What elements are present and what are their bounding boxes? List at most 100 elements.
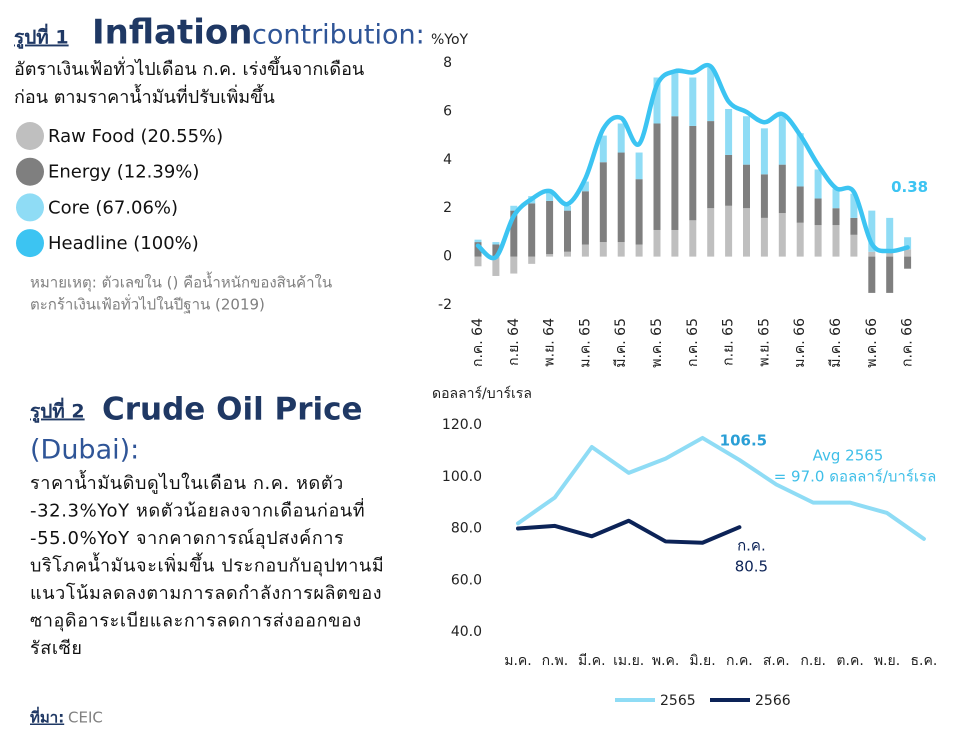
bar-segment [689, 220, 697, 257]
x-tick-label: ก.พ. [542, 653, 569, 669]
x-tick-label: พ.ย. 65 [756, 318, 772, 367]
y-tick-label: -2 [438, 297, 452, 313]
bar-segment [599, 242, 607, 257]
bar-segment [850, 193, 858, 218]
bar-segment [760, 217, 768, 257]
note: ตะกร้าเงินเฟ้อทั่วไปในปีฐาน (2019) [30, 294, 265, 314]
bar-segment [617, 242, 625, 257]
y-tick-label: 60.0 [451, 572, 482, 588]
bar-segment [474, 242, 482, 257]
annotation: Avg 2565 [813, 447, 884, 465]
bar-segment [778, 213, 786, 257]
bar-segment [689, 125, 697, 221]
bar-segment [599, 135, 607, 163]
bar-segment [707, 121, 715, 209]
bar-segment [796, 133, 804, 187]
legend-label: 2565 [660, 693, 696, 709]
bar-segment [904, 249, 912, 257]
bar-segment [635, 244, 643, 257]
x-tick-label: ก.ค. 64 [470, 318, 486, 367]
x-tick-label: พ.ย. 64 [542, 318, 558, 367]
bar-segment [528, 256, 536, 264]
x-tick-label: ต.ค. [836, 653, 863, 669]
x-tick-label: ธ.ค. [910, 653, 937, 669]
x-tick-label: ม.ค. [504, 653, 532, 669]
bar-segment [528, 203, 536, 257]
y-tick-label: 40.0 [451, 624, 482, 640]
bar-segment [814, 225, 822, 257]
description: ราคาน้ำมันดิบดูไบในเดือน ก.ค. หดตัว [30, 470, 344, 494]
bar-segment [671, 229, 679, 257]
legend-swatch [16, 229, 44, 258]
axis-title: %YoY [431, 32, 469, 48]
x-tick-label: ก.ค. 65 [685, 318, 701, 367]
bar-segment [707, 208, 715, 257]
data-label: 80.5 [735, 558, 768, 576]
x-tick-label: ก.ค. [726, 653, 753, 669]
bar-segment [832, 225, 840, 257]
x-tick-label: ม.ค. 65 [577, 318, 593, 368]
legend-label: 2566 [755, 693, 791, 709]
bar-segment [546, 200, 554, 255]
description: -32.3%YoY หดตัวน้อยลงจากเดือนก่อนที่ [30, 498, 365, 522]
bar-segment [814, 198, 822, 226]
y-tick-label: 8 [443, 55, 452, 71]
bar-segment [653, 229, 661, 257]
bar-segment [546, 254, 554, 257]
figure-title-rest: (Dubai): [30, 435, 139, 466]
legend-label: Energy (12.39%) [48, 162, 199, 183]
axis-title: ดอลลาร์/บาร์เรล [432, 385, 532, 402]
x-tick-label: ก.ย. 65 [721, 318, 737, 366]
y-tick-label: 4 [443, 152, 452, 168]
description: รัสเซีย [30, 638, 83, 659]
data-label: 0.38 [891, 178, 928, 196]
bar-segment [743, 116, 750, 165]
bar-segment [564, 205, 571, 211]
line [516, 435, 926, 541]
x-tick-label: มิ.ย. [689, 653, 715, 669]
y-tick-label: 0 [443, 249, 452, 265]
bar-segment [707, 67, 715, 122]
description: ก่อน ตามราคาน้ำมันที่ปรับเพิ่มขึ้น [14, 84, 275, 108]
bar-segment [743, 208, 750, 257]
description: อัตราเงินเฟ้อทั่วไปเดือน ก.ค. เร่งขึ้นจา… [14, 56, 364, 80]
y-tick-label: 100.0 [442, 469, 482, 485]
x-tick-label: มี.ค. [578, 653, 606, 669]
data-label: 106.5 [720, 431, 767, 449]
bar-segment [904, 256, 912, 269]
legend-label: Core (67.06%) [48, 197, 178, 218]
description: -55.0%YoY จากคาดการณ์อุปสงค์การ [30, 528, 344, 549]
description-block: ราคาน้ำมันดิบดูไบในเดือน ก.ค. หดตัว -32.3… [30, 470, 384, 659]
bar-segment [599, 162, 607, 243]
description: ซาอุดิอาระเบียและการลดการส่งออกของ [30, 611, 362, 632]
bar-segment [492, 242, 500, 245]
y-tick-label: 2 [443, 200, 452, 216]
x-tick-label: พ.ค. 66 [864, 318, 880, 368]
y-tick-label: 6 [443, 103, 452, 119]
source-label: ที่มา: [30, 707, 64, 727]
bar-segment [796, 186, 804, 223]
bar-segment [725, 108, 733, 155]
description: บริโภคน้ำมันจะเพิ่มขึ้น ประกอบกับอุปทานม… [30, 553, 384, 577]
bar-segment [671, 72, 679, 117]
bar-segment [671, 116, 679, 230]
bar-segment [564, 210, 571, 252]
bar-segment [725, 205, 733, 257]
bar-segment [760, 128, 768, 175]
x-tick-label: ก.ย. [800, 653, 826, 669]
bar-segment [581, 244, 589, 257]
bar-segment [796, 222, 804, 257]
bar-segment [850, 234, 858, 257]
bar-segment [689, 77, 697, 126]
annotation: = 97.0 ดอลลาร์/บาร์เรล [774, 468, 937, 486]
legend-swatch [16, 193, 44, 222]
data-label-category: ก.ค. [737, 537, 766, 555]
bar-segment [653, 77, 661, 124]
bar-segment [760, 174, 768, 218]
x-tick-label: ส.ค. [763, 653, 790, 669]
legend-swatch [16, 157, 44, 186]
bar-segment [886, 217, 894, 250]
line [516, 518, 742, 545]
bar-segment [581, 191, 589, 245]
